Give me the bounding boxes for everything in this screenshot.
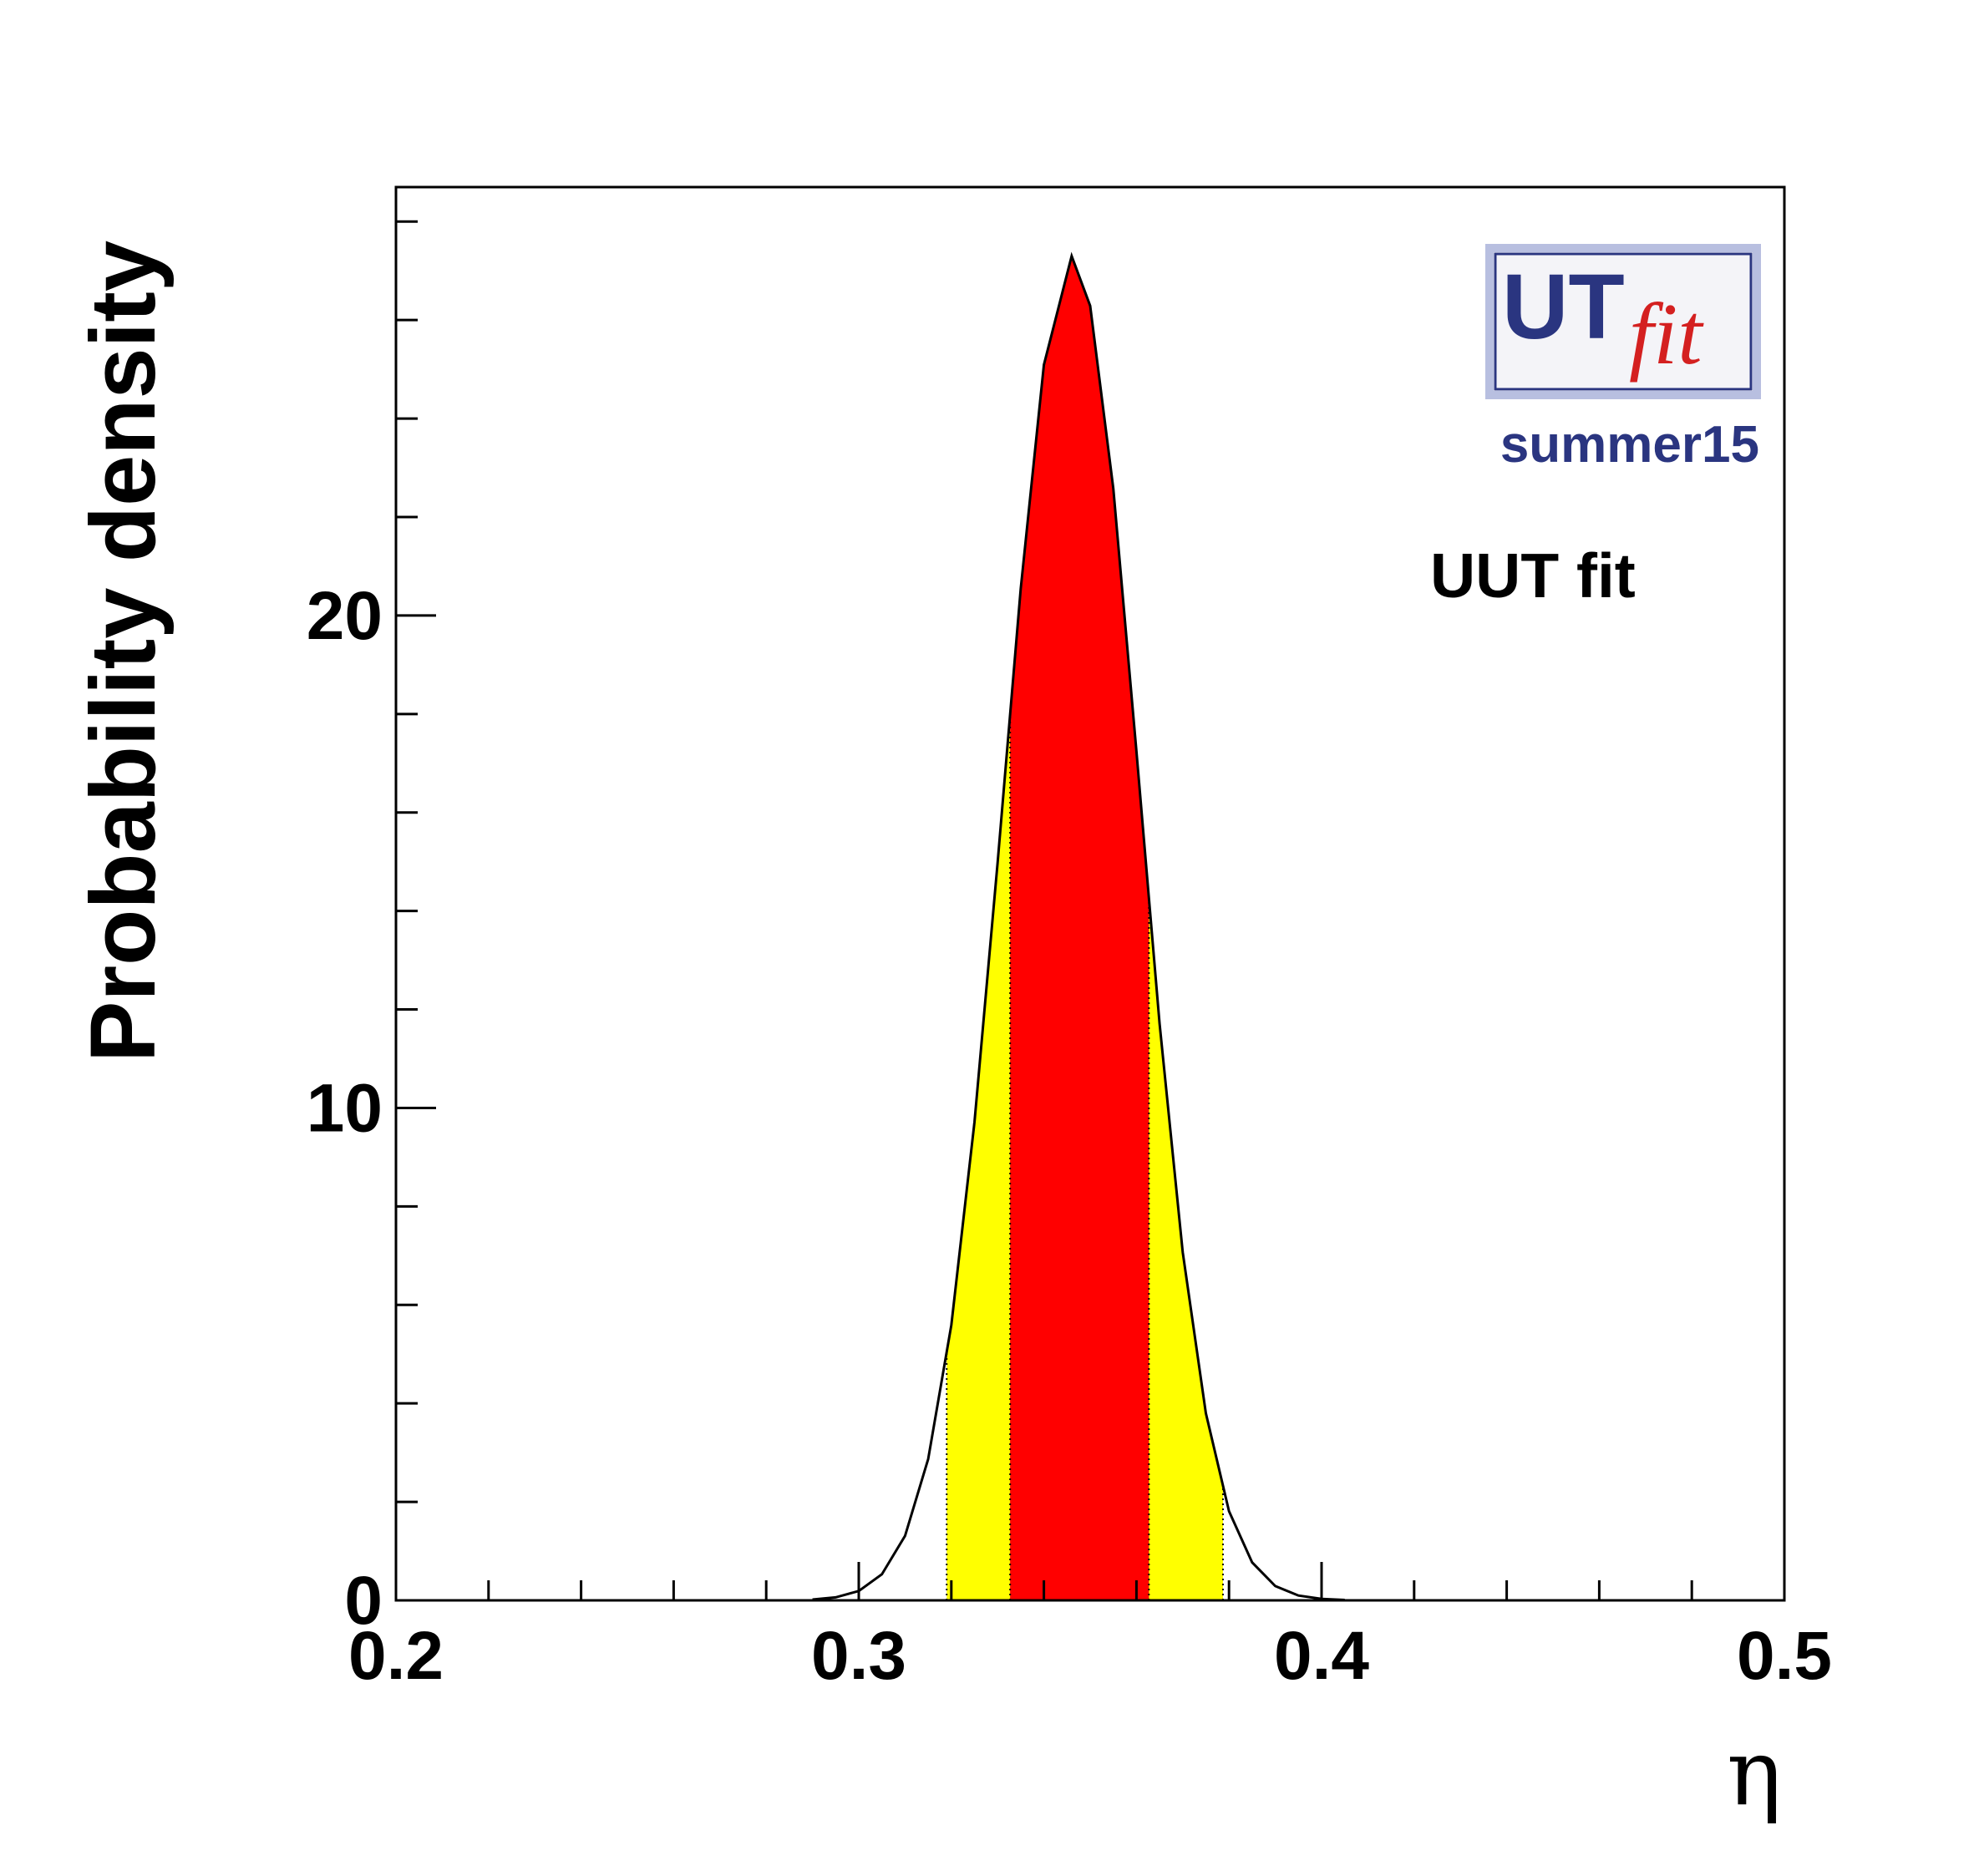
plot-frame: [394, 185, 1786, 1602]
x-tick-label: 0.2: [348, 1618, 444, 1694]
y-tick-label: 10: [307, 1070, 383, 1146]
x-axis-label: η: [1727, 1719, 1782, 1826]
x-tick-label: 0.3: [811, 1618, 906, 1694]
y-tick-label: 0: [344, 1563, 383, 1639]
logo-tag: summer15: [1500, 416, 1759, 474]
annotation: UUT fit: [1430, 540, 1636, 611]
y-tick-label: 20: [307, 578, 383, 654]
x-tick-label: 0.5: [1737, 1618, 1832, 1694]
x-tick-label: 0.4: [1274, 1618, 1369, 1694]
logo-main: UT: [1502, 256, 1625, 358]
interval-band: [1010, 256, 1149, 1600]
y-axis-label: Probability density: [72, 241, 175, 1062]
logo-inner: [1494, 252, 1753, 391]
density-curve: [812, 251, 1345, 1602]
logo-sub: fit: [1629, 285, 1704, 383]
